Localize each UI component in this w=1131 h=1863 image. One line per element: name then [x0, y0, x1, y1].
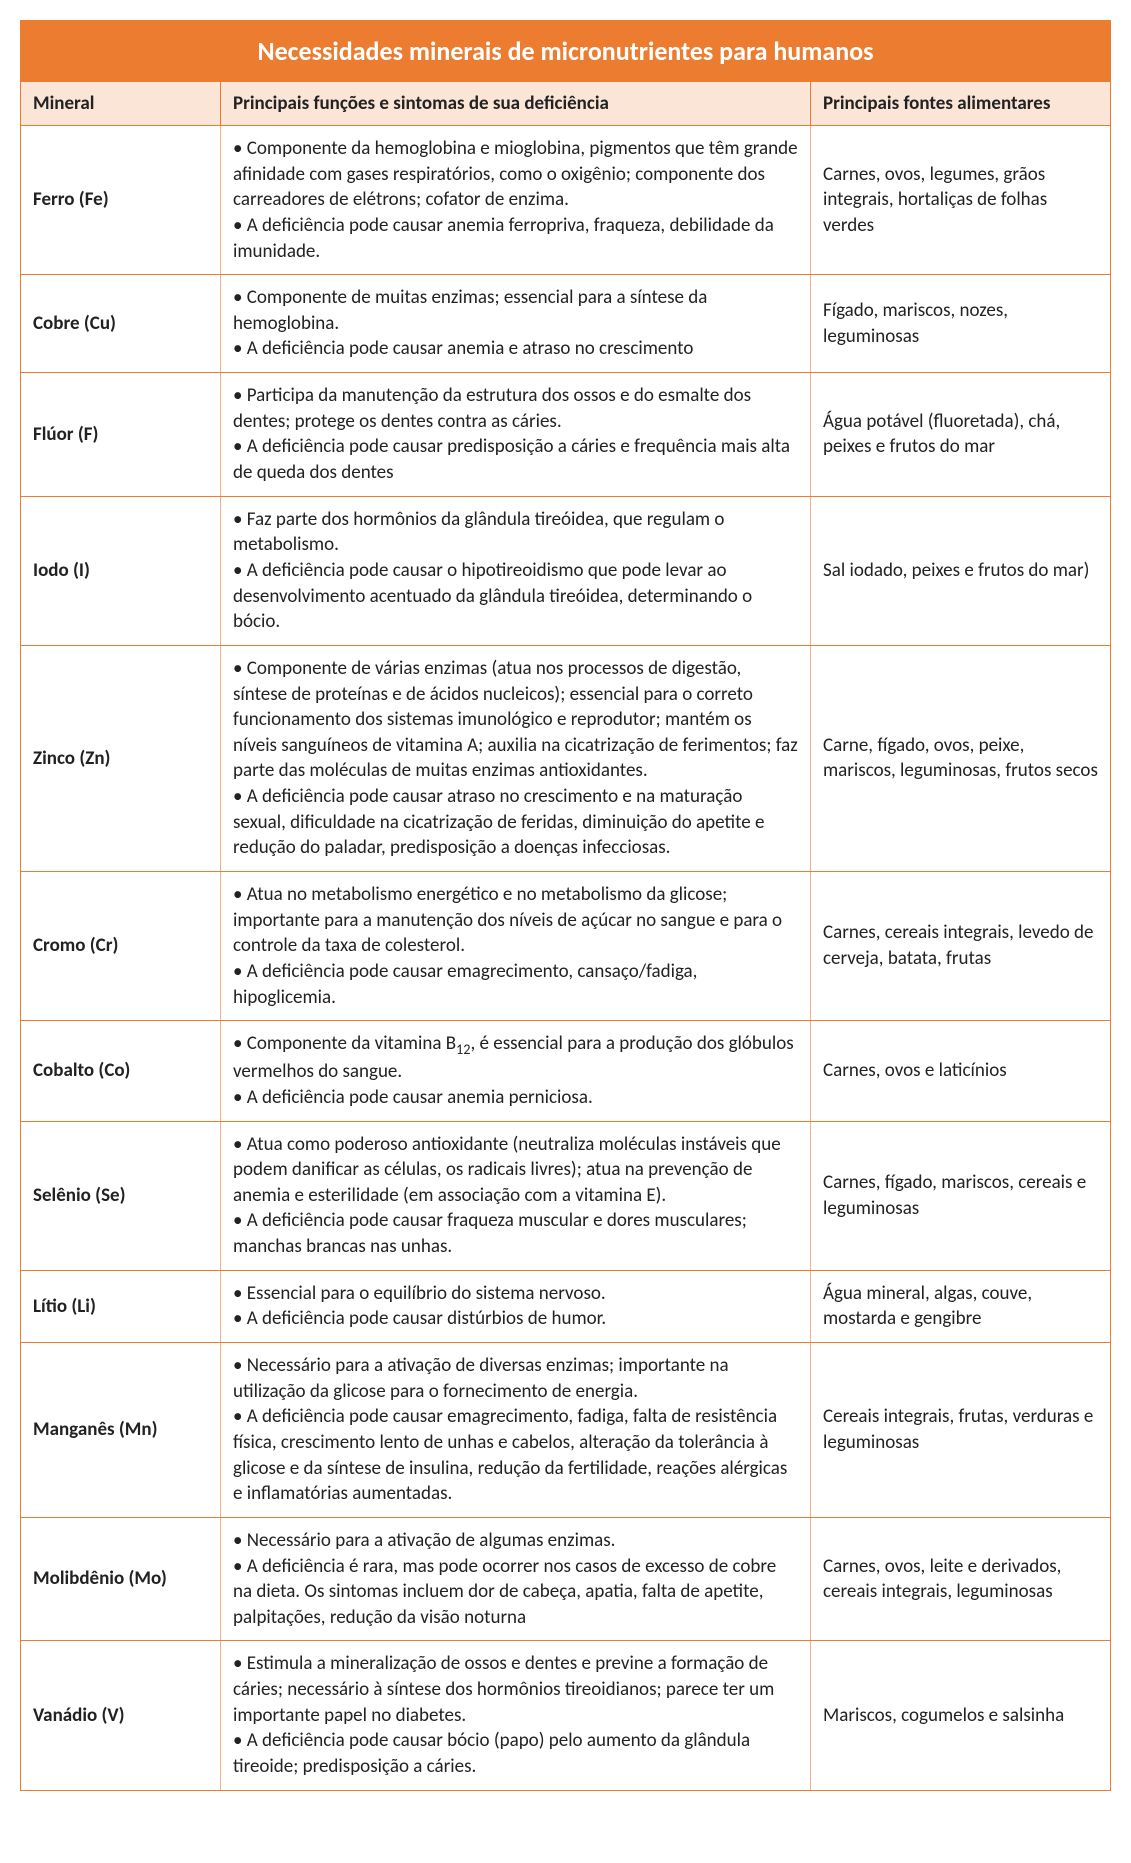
table-row: Manganês (Mn)• Necessário para a ativaçã…: [21, 1343, 1111, 1518]
cell-fontes: Mariscos, cogumelos e salsinha: [811, 1641, 1111, 1790]
cell-funcoes: • Componente da vitamina B12, é essencia…: [221, 1021, 811, 1121]
col-header-fontes: Principais fontes alimentares: [811, 82, 1111, 126]
table-row: Flúor (F)• Participa da manutenção da es…: [21, 373, 1111, 497]
cell-fontes: Carnes, ovos e laticínios: [811, 1021, 1111, 1121]
func-bullet-item: • Componente da vitamina B12, é essencia…: [233, 1031, 798, 1085]
func-bullet-item: • A deficiência pode causar fraqueza mus…: [233, 1208, 798, 1259]
cell-mineral: Iodo (I): [21, 496, 221, 645]
func-bullet-item: • A deficiência pode causar predisposiçã…: [233, 434, 798, 485]
cell-funcoes: • Essencial para o equilíbrio do sistema…: [221, 1270, 811, 1342]
func-bullet-item: • A deficiência pode causar o hipotireoi…: [233, 558, 798, 635]
col-header-funcoes: Principais funções e sintomas de sua def…: [221, 82, 811, 126]
cell-mineral: Molibdênio (Mo): [21, 1517, 221, 1641]
func-bullet-item: • A deficiência pode causar anemia e atr…: [233, 336, 798, 362]
func-bullet-item: • Necessário para a ativação de algumas …: [233, 1528, 798, 1554]
col-header-mineral: Mineral: [21, 82, 221, 126]
func-bullet-item: • Componente de várias enzimas (atua nos…: [233, 656, 798, 784]
cell-mineral: Vanádio (V): [21, 1641, 221, 1790]
cell-fontes: Sal iodado, peixes e frutos do mar): [811, 496, 1111, 645]
cell-mineral: Cobalto (Co): [21, 1021, 221, 1121]
cell-funcoes: • Participa da manutenção da estrutura d…: [221, 373, 811, 497]
cell-funcoes: • Atua como poderoso antioxidante (neutr…: [221, 1121, 811, 1270]
table-row: Vanádio (V)• Estimula a mineralização de…: [21, 1641, 1111, 1790]
cell-mineral: Lítio (Li): [21, 1270, 221, 1342]
table-row: Selênio (Se)• Atua como poderoso antioxi…: [21, 1121, 1111, 1270]
table-row: Zinco (Zn)• Componente de várias enzimas…: [21, 645, 1111, 871]
table-body: Ferro (Fe)• Componente da hemoglobina e …: [21, 126, 1111, 1791]
cell-mineral: Cromo (Cr): [21, 872, 221, 1021]
func-bullet-item: • A deficiência pode causar emagreciment…: [233, 1404, 798, 1507]
cell-fontes: Cereais integrais, frutas, verduras e le…: [811, 1343, 1111, 1518]
func-bullet-item: • A deficiência é rara, mas pode ocorrer…: [233, 1554, 798, 1631]
table-row: Cobalto (Co)• Componente da vitamina B12…: [21, 1021, 1111, 1121]
cell-fontes: Água mineral, algas, couve, mostarda e g…: [811, 1270, 1111, 1342]
func-bullet-item: • Estimula a mineralização de ossos e de…: [233, 1651, 798, 1728]
cell-fontes: Carnes, ovos, legumes, grãos integrais, …: [811, 126, 1111, 275]
cell-fontes: Fígado, mariscos, nozes, leguminosas: [811, 275, 1111, 373]
table-row: Cromo (Cr)• Atua no metabolismo energéti…: [21, 872, 1111, 1021]
cell-funcoes: • Componente da hemoglobina e mioglobina…: [221, 126, 811, 275]
table-row: Molibdênio (Mo) • Necessário para a ativa…: [21, 1517, 1111, 1641]
cell-fontes: Carnes, ovos, leite e derivados, cereais…: [811, 1517, 1111, 1641]
cell-funcoes: • Necessário para a ativação de algumas …: [221, 1517, 811, 1641]
cell-funcoes: • Componente de várias enzimas (atua nos…: [221, 645, 811, 871]
table-row: Iodo (I)• Faz parte dos hormônios da glâ…: [21, 496, 1111, 645]
cell-funcoes: • Componente de muitas enzimas; essencia…: [221, 275, 811, 373]
func-bullet-item: • Participa da manutenção da estrutura d…: [233, 383, 798, 434]
table-title: Necessidades minerais de micronutrientes…: [21, 21, 1111, 82]
table-row: Cobre (Cu)• Componente de muitas enzimas…: [21, 275, 1111, 373]
func-bullet-item: • A deficiência pode causar distúrbios d…: [233, 1306, 798, 1332]
cell-fontes: Carne, fígado, ovos, peixe, mariscos, le…: [811, 645, 1111, 871]
func-bullet-item: • A deficiência pode causar emagreciment…: [233, 959, 798, 1010]
cell-mineral: Selênio (Se): [21, 1121, 221, 1270]
table-row: Lítio (Li) • Essencial para o equilíbrio …: [21, 1270, 1111, 1342]
table-header-row: Mineral Principais funções e sintomas de…: [21, 82, 1111, 126]
cell-mineral: Zinco (Zn): [21, 645, 221, 871]
func-bullet-item: • Faz parte dos hormônios da glândula ti…: [233, 507, 798, 558]
cell-mineral: Ferro (Fe): [21, 126, 221, 275]
cell-fontes: Carnes, cereais integrais, levedo de cer…: [811, 872, 1111, 1021]
func-bullet-item: • A deficiência pode causar anemia ferro…: [233, 213, 798, 264]
func-bullet-item: • Componente da hemoglobina e mioglobina…: [233, 136, 798, 213]
func-bullet-item: • A deficiência pode causar bócio (papo)…: [233, 1728, 798, 1779]
func-bullet-item: • Necessário para a ativação de diversas…: [233, 1353, 798, 1404]
cell-funcoes: • Estimula a mineralização de ossos e de…: [221, 1641, 811, 1790]
cell-fontes: Água potável (fluoretada), chá, peixes e…: [811, 373, 1111, 497]
func-bullet-item: • A deficiência pode causar atraso no cr…: [233, 784, 798, 861]
func-bullet-item: • Essencial para o equilíbrio do sistema…: [233, 1281, 798, 1307]
table-title-row: Necessidades minerais de micronutrientes…: [21, 21, 1111, 82]
cell-mineral: Manganês (Mn): [21, 1343, 221, 1518]
func-bullet-item: • Componente de muitas enzimas; essencia…: [233, 285, 798, 336]
cell-fontes: Carnes, fígado, mariscos, cereais e legu…: [811, 1121, 1111, 1270]
minerals-table: Necessidades minerais de micronutrientes…: [20, 20, 1111, 1791]
func-bullet-item: • A deficiência pode causar anemia perni…: [233, 1085, 798, 1111]
func-bullet-item: • Atua no metabolismo energético e no me…: [233, 882, 798, 959]
func-bullet-item: • Atua como poderoso antioxidante (neutr…: [233, 1132, 798, 1209]
cell-funcoes: • Atua no metabolismo energético e no me…: [221, 872, 811, 1021]
cell-funcoes: • Necessário para a ativação de diversas…: [221, 1343, 811, 1518]
cell-mineral: Flúor (F): [21, 373, 221, 497]
table-row: Ferro (Fe)• Componente da hemoglobina e …: [21, 126, 1111, 275]
cell-funcoes: • Faz parte dos hormônios da glândula ti…: [221, 496, 811, 645]
cell-mineral: Cobre (Cu): [21, 275, 221, 373]
